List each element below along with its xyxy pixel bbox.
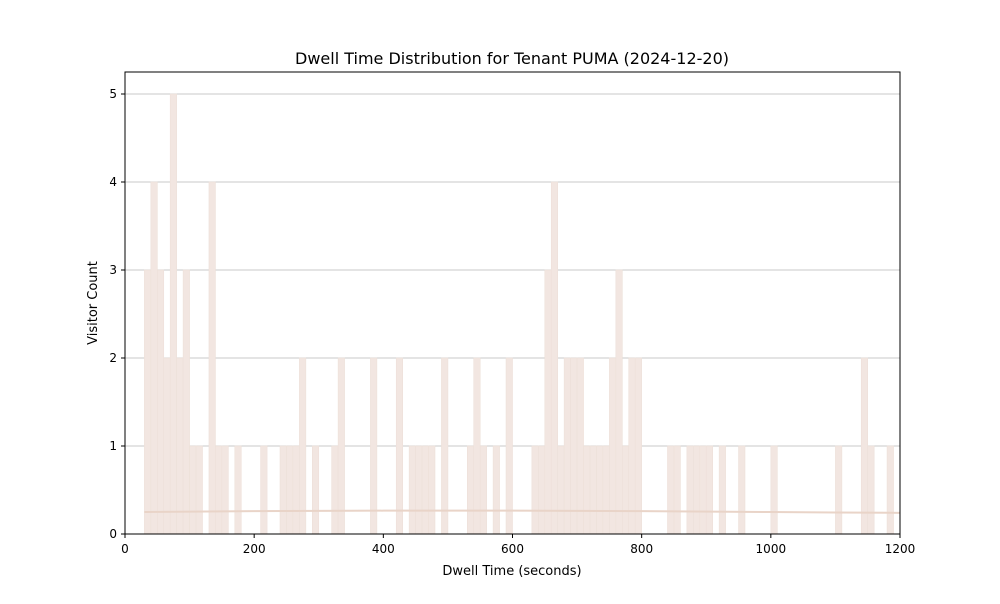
histogram-bar — [867, 445, 875, 535]
histogram-bar — [466, 445, 475, 535]
histogram-bar — [176, 357, 184, 535]
histogram-bar — [182, 269, 190, 535]
histogram-bar — [505, 357, 513, 535]
histogram-bar — [208, 181, 216, 535]
y-tick-label: 4 — [109, 175, 117, 189]
histogram-bar — [609, 357, 617, 535]
histogram-bar — [144, 269, 152, 535]
x-tick-label: 0 — [121, 542, 129, 556]
x-tick-label: 1200 — [885, 542, 916, 556]
histogram-bar — [628, 357, 636, 535]
histogram-bar — [602, 445, 610, 535]
histogram-bar — [835, 445, 843, 535]
histogram-bar — [738, 445, 746, 535]
histogram-bar — [163, 357, 171, 535]
histogram-bars — [144, 93, 894, 535]
x-tick-label: 800 — [630, 542, 653, 556]
y-tick-label: 2 — [109, 351, 117, 365]
y-tick-label: 1 — [109, 439, 117, 453]
histogram-bar — [195, 445, 203, 535]
histogram-bar — [408, 445, 416, 535]
histogram-bar — [169, 93, 177, 535]
histogram-bar — [576, 357, 584, 535]
y-tick-label: 0 — [109, 527, 117, 541]
histogram-bar — [370, 357, 378, 535]
histogram-bar — [538, 445, 546, 535]
x-tick-label: 400 — [372, 542, 395, 556]
histogram-bar — [473, 357, 481, 535]
histogram-bar — [331, 445, 339, 535]
histogram-bar — [699, 445, 707, 535]
histogram-bar — [634, 357, 642, 535]
x-tick-label: 1000 — [756, 542, 787, 556]
histogram-bar — [596, 445, 604, 535]
chart-title: Dwell Time Distribution for Tenant PUMA … — [295, 49, 729, 68]
histogram-bar — [570, 357, 578, 535]
histogram-bar — [557, 445, 565, 535]
trend-layer — [144, 509, 901, 514]
histogram-bar — [589, 445, 597, 535]
histogram-bar — [286, 445, 294, 535]
histogram-bar — [260, 445, 268, 535]
histogram-bar — [337, 357, 345, 535]
histogram-bar — [215, 445, 223, 535]
histogram-bar — [189, 445, 197, 535]
histogram-bar — [770, 445, 778, 535]
trend-line — [144, 509, 901, 514]
histogram-bar — [311, 445, 320, 535]
histogram-bar — [441, 357, 449, 535]
histogram-bar — [531, 445, 539, 535]
histogram-bar — [615, 269, 623, 535]
y-axis-ticks: 0 1 2 3 4 5 — [109, 87, 125, 541]
histogram-bar — [395, 357, 404, 535]
histogram-bar — [234, 445, 242, 535]
histogram-bar — [150, 181, 158, 535]
histogram-bar — [693, 445, 701, 535]
histogram-bar — [492, 445, 500, 535]
histogram-bar — [563, 357, 571, 535]
histogram-bar — [550, 181, 559, 535]
y-tick-label: 3 — [109, 263, 117, 277]
histogram-bar — [299, 357, 307, 535]
x-axis-label: Dwell Time (seconds) — [442, 564, 581, 579]
y-axis-label: Visitor Count — [86, 261, 101, 345]
histogram-bar — [415, 445, 423, 535]
histogram-bar — [673, 445, 681, 535]
histogram-bar — [479, 445, 487, 535]
histogram-bar — [421, 445, 429, 535]
histogram-bar — [156, 269, 165, 535]
histogram-bar — [428, 445, 436, 535]
histogram-bar — [686, 445, 694, 535]
histogram-bar — [544, 269, 552, 535]
histogram-bar — [667, 445, 675, 535]
histogram-bar — [621, 445, 630, 535]
histogram-bar — [292, 445, 300, 535]
x-tick-label: 200 — [243, 542, 266, 556]
histogram-bar — [705, 445, 714, 535]
histogram-bar — [718, 445, 726, 535]
histogram-bar — [886, 445, 894, 535]
histogram-bar — [860, 357, 869, 535]
histogram-bar — [221, 445, 229, 535]
histogram-bar — [583, 445, 591, 535]
x-axis-ticks: 0 200 400 600 800 1000 1200 — [121, 534, 915, 556]
y-tick-label: 5 — [109, 87, 117, 101]
histogram-bar — [279, 445, 287, 535]
x-tick-label: 600 — [501, 542, 524, 556]
